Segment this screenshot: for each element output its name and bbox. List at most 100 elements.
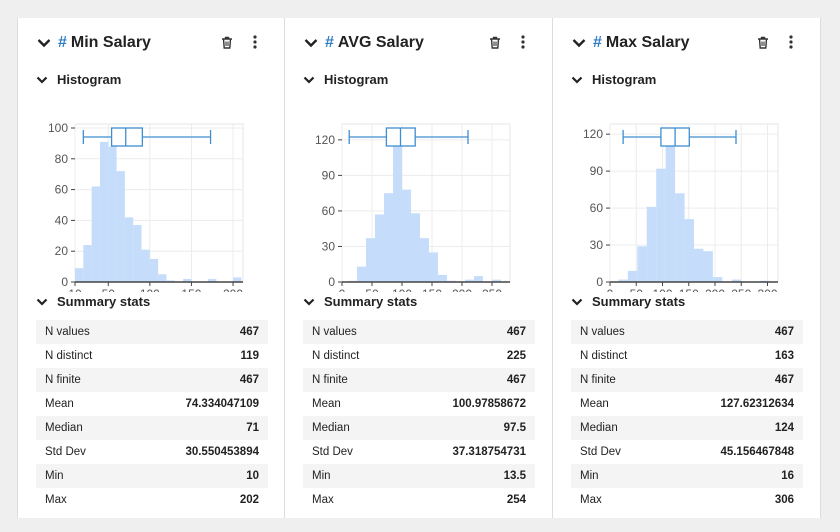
x-tick-label: 0 — [607, 287, 614, 292]
histogram-bar — [91, 186, 100, 282]
stat-row: N values 467 — [36, 320, 268, 344]
histogram-bar — [384, 193, 393, 282]
stat-label: N values — [580, 326, 625, 338]
chevron-down-icon[interactable] — [571, 35, 587, 51]
stat-row: N distinct 225 — [303, 344, 535, 368]
stat-value: 467 — [506, 374, 526, 386]
chevron-down-icon — [303, 298, 315, 306]
y-tick-label: 40 — [55, 213, 69, 227]
histogram-bar — [158, 274, 167, 282]
histogram-bar — [712, 277, 723, 282]
histogram-section-header[interactable]: Histogram — [571, 72, 656, 87]
y-tick-label: 120 — [315, 133, 335, 147]
vertical-dots-icon[interactable] — [784, 34, 798, 50]
stat-row: N distinct 163 — [571, 344, 803, 368]
stat-label: N finite — [45, 374, 81, 386]
stat-value: 127.62312634 — [720, 398, 794, 410]
trash-icon[interactable] — [488, 34, 502, 50]
stat-label: Std Dev — [580, 446, 621, 458]
panel-title: # Max Salary — [593, 34, 690, 52]
summary-stats-table: N values 467 N distinct 225 N finite 467 Me… — [303, 320, 535, 512]
y-tick-label: 20 — [55, 244, 69, 258]
histogram-svg: 0 50 100 150 200 250 0 30 60 90 120 — [315, 123, 511, 301]
y-tick-label: 100 — [48, 121, 68, 135]
y-tick-label: 120 — [583, 127, 603, 141]
histogram-bar — [108, 146, 117, 282]
box-iqr — [110, 127, 144, 147]
stat-label: Std Dev — [312, 446, 353, 458]
summary-section-header[interactable]: Summary stats — [571, 294, 685, 309]
stat-row: Max 254 — [303, 488, 535, 512]
histogram-bar — [141, 249, 150, 282]
chevron-down-icon[interactable] — [36, 35, 52, 51]
histogram-bar — [703, 251, 713, 282]
column-name: Min Salary — [70, 34, 151, 51]
histogram-bar — [166, 280, 175, 282]
stat-label: Median — [45, 422, 83, 434]
stat-value: 124 — [774, 422, 794, 434]
stat-value: 119 — [240, 350, 259, 362]
histogram-bar — [149, 258, 159, 282]
section-label: Histogram — [57, 72, 122, 87]
number-type-icon: # — [58, 34, 67, 51]
stat-value: 13.5 — [503, 470, 526, 482]
section-label: Summary stats — [592, 294, 686, 309]
histogram-bar — [465, 279, 474, 282]
column-panels: #Min Salary Histogram 105010015020002040… — [17, 18, 832, 518]
trash-icon[interactable] — [220, 34, 234, 50]
panel-avg-salary: #AVG Salary Histogram 0 50 100 150 200 250 0 30… — [285, 18, 553, 518]
stat-value: 467 — [239, 326, 259, 338]
chevron-down-icon[interactable] — [303, 35, 319, 51]
histogram-bar — [429, 252, 438, 282]
stat-value: 306 — [774, 494, 794, 506]
stat-value: 202 — [239, 494, 259, 506]
stat-row: N distinct 119 — [36, 344, 268, 368]
x-tick-label: 100 — [652, 287, 672, 292]
section-label: Summary stats — [324, 294, 418, 309]
histogram-bar — [656, 168, 666, 282]
summary-section-header[interactable]: Summary stats — [303, 294, 417, 309]
histogram-bar — [474, 276, 483, 282]
stat-row: Std Dev 37.318754731 — [303, 440, 535, 464]
histogram-bar — [124, 217, 134, 282]
stat-label: N values — [45, 326, 90, 338]
histogram-bar — [75, 268, 84, 282]
vertical-dots-icon[interactable] — [248, 34, 262, 50]
stat-label: Mean — [312, 398, 341, 410]
x-tick-label: 50 — [102, 287, 116, 292]
number-type-icon: # — [325, 34, 334, 51]
histogram-bar — [665, 146, 676, 282]
stat-row: N values 467 — [571, 320, 803, 344]
summary-stats-table: N values 467 N distinct 119 N finite 467 Me… — [36, 320, 268, 512]
stat-row: Min 16 — [571, 464, 803, 488]
chevron-down-icon — [303, 76, 315, 84]
stat-value: 10 — [246, 470, 259, 482]
histogram-bar — [357, 266, 366, 282]
histogram-bar — [646, 206, 657, 282]
histogram-bar — [618, 279, 628, 282]
panel-actions — [220, 34, 262, 50]
vertical-dots-icon[interactable] — [516, 34, 530, 50]
histogram-section-header[interactable]: Histogram — [36, 72, 121, 87]
panel-title: # Min Salary — [58, 34, 151, 52]
trash-icon[interactable] — [756, 34, 770, 50]
stat-value: 163 — [774, 350, 794, 362]
y-tick-label: 60 — [55, 183, 69, 197]
x-tick-label: 50 — [630, 287, 644, 292]
y-tick-label: 90 — [590, 164, 604, 178]
summary-section-header[interactable]: Summary stats — [36, 294, 150, 309]
histogram-bar — [627, 270, 638, 282]
stat-value: 16 — [781, 470, 794, 482]
x-tick-label: 200 — [705, 287, 725, 292]
stat-row: Median 124 — [571, 416, 803, 440]
histogram-bar — [637, 246, 647, 282]
section-label: Summary stats — [57, 294, 151, 309]
x-tick-label: 250 — [731, 287, 751, 292]
stat-row: Min 13.5 — [303, 464, 535, 488]
histogram-section-header[interactable]: Histogram — [303, 72, 388, 87]
histogram-bar — [208, 278, 217, 282]
x-tick-label: 250 — [482, 287, 502, 292]
histogram-svg: 0 50 100 150 200 250 300 0 30 60 90 120 — [583, 123, 779, 301]
stat-row: Max 202 — [36, 488, 268, 512]
histogram-bar — [438, 274, 447, 282]
